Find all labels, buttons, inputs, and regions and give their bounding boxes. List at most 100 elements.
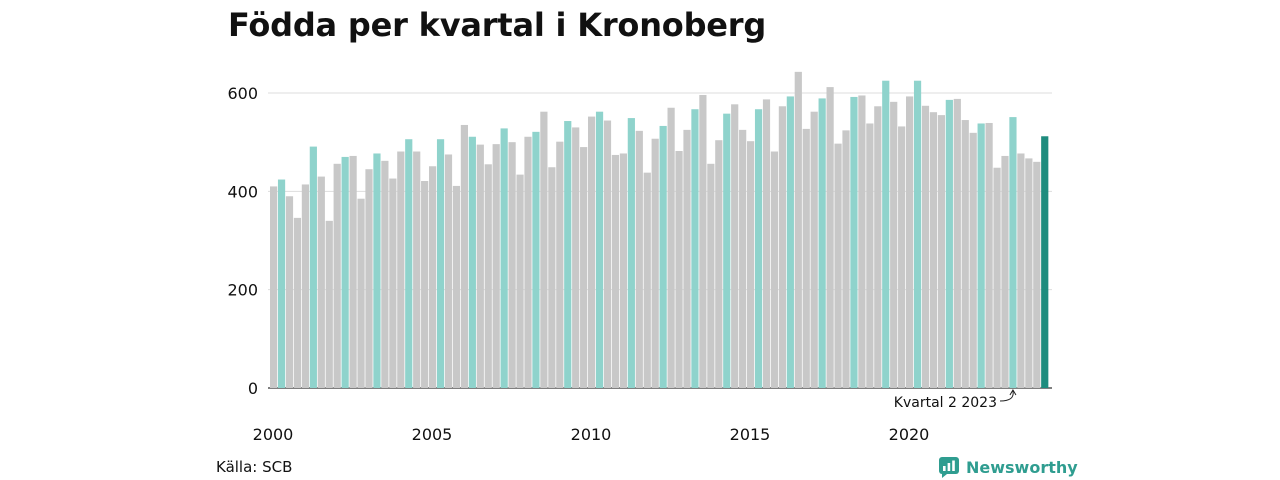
- bar: [786, 96, 794, 389]
- bar: [341, 156, 349, 388]
- bar: [707, 163, 715, 388]
- bar: [826, 87, 834, 388]
- bar: [794, 71, 802, 388]
- bar: [715, 140, 723, 388]
- bar: [524, 136, 532, 388]
- bar: [429, 166, 437, 388]
- bar: [961, 120, 969, 389]
- bar: [270, 186, 278, 388]
- bar: [635, 130, 643, 388]
- bar: [762, 99, 771, 389]
- bar: [317, 176, 325, 388]
- bar: [460, 124, 468, 388]
- bar: [540, 111, 548, 388]
- bar: [723, 113, 731, 389]
- bar: [747, 141, 755, 388]
- chart-title: Födda per kvartal i Kronoberg: [228, 6, 767, 44]
- annotation-label: Kvartal 2 2023: [894, 395, 997, 411]
- y-tick-label: 0: [248, 379, 258, 398]
- bar: [969, 132, 977, 388]
- bar: [977, 123, 985, 388]
- bar: [675, 151, 683, 388]
- bar: [381, 160, 389, 388]
- bar: [619, 153, 627, 388]
- bar: [492, 144, 500, 388]
- bar: [548, 167, 556, 388]
- bar: [357, 198, 365, 388]
- bar: [945, 99, 953, 388]
- bar: [572, 127, 580, 389]
- bar: [333, 163, 341, 388]
- bar: [373, 153, 381, 388]
- bar: [595, 111, 604, 388]
- bar: [731, 104, 739, 388]
- bar: [659, 125, 667, 389]
- bar: [834, 143, 842, 388]
- bar: [349, 155, 357, 388]
- bar: [874, 106, 882, 389]
- bar: [890, 101, 898, 388]
- bar: [476, 144, 484, 388]
- bar: [913, 80, 922, 388]
- bar: [484, 164, 492, 388]
- bar: [770, 151, 779, 388]
- bars: [270, 71, 1049, 389]
- bar: [588, 116, 596, 388]
- bar: [556, 141, 564, 388]
- bar: [325, 220, 333, 388]
- bar: [921, 105, 930, 389]
- bar: [405, 139, 413, 388]
- bar: [508, 142, 516, 388]
- x-tick-label: 2020: [889, 425, 930, 444]
- bar: [993, 167, 1001, 388]
- bar: [452, 185, 461, 388]
- bar: [564, 121, 572, 389]
- bar: [754, 109, 763, 388]
- bar: [898, 126, 906, 388]
- x-tick-label: 2000: [253, 425, 294, 444]
- annotation-arrowhead: [1009, 389, 1017, 396]
- bar: [397, 151, 405, 388]
- bar: [691, 109, 699, 388]
- bar: [603, 120, 612, 389]
- bar: [421, 181, 429, 388]
- bar: [532, 131, 540, 388]
- bar: [389, 178, 397, 388]
- y-tick-label: 200: [227, 281, 258, 300]
- y-tick-label: 600: [227, 84, 258, 103]
- bar: [413, 151, 421, 388]
- brand-name: Newsworthy: [966, 457, 1078, 477]
- bar: [1017, 153, 1025, 388]
- bar: [436, 139, 445, 388]
- source-note: Källa: SCB: [216, 458, 293, 476]
- bar: [699, 94, 707, 388]
- newsworthy-icon: [939, 457, 959, 478]
- bar: [866, 123, 874, 388]
- bar: [365, 169, 373, 388]
- annotation-group: Kvartal 2 2023: [894, 389, 1017, 411]
- y-tick-label: 400: [227, 182, 258, 201]
- bar: [651, 138, 659, 388]
- bar: [818, 98, 826, 389]
- x-tick-label: 2010: [571, 425, 612, 444]
- bar: [683, 129, 691, 388]
- bar: [277, 179, 286, 388]
- bar: [1033, 161, 1041, 388]
- bar: [580, 147, 588, 388]
- bar: [444, 154, 453, 388]
- bar: [1025, 158, 1033, 388]
- bar: [929, 112, 938, 389]
- brand-logo[interactable]: Newsworthy: [938, 456, 1078, 478]
- bar: [611, 154, 620, 388]
- x-axis-ticks: 2000 2005 2010 2015 2020: [253, 425, 930, 444]
- bar: [882, 80, 890, 388]
- x-tick-label: 2015: [730, 425, 771, 444]
- bar: [810, 111, 818, 388]
- bar: [953, 98, 961, 389]
- bar: [937, 115, 945, 388]
- bar: [468, 136, 476, 388]
- x-tick-label: 2005: [412, 425, 453, 444]
- bar: [1009, 117, 1017, 388]
- bar: [500, 128, 508, 388]
